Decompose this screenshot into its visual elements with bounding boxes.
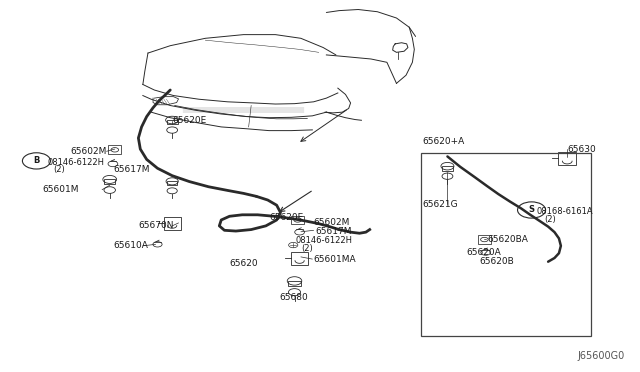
- Bar: [108, 145, 122, 154]
- Text: (2): (2): [54, 165, 65, 174]
- Text: 65620B: 65620B: [479, 257, 514, 266]
- Bar: [442, 166, 453, 171]
- Text: 65620: 65620: [230, 259, 258, 268]
- Text: 08146-6122H: 08146-6122H: [296, 236, 353, 245]
- Text: 65617M: 65617M: [316, 227, 352, 235]
- Bar: [558, 152, 577, 165]
- Text: 65620E: 65620E: [269, 213, 303, 222]
- Text: 65610A: 65610A: [113, 241, 148, 250]
- Text: 65601M: 65601M: [43, 185, 79, 194]
- Text: 65620E: 65620E: [172, 116, 207, 125]
- Text: (2): (2): [544, 215, 556, 224]
- Text: 65601MA: 65601MA: [314, 255, 356, 264]
- Bar: [478, 235, 491, 244]
- Text: 65620+A: 65620+A: [422, 137, 464, 146]
- Bar: [164, 217, 180, 230]
- Text: S: S: [529, 205, 534, 215]
- Bar: [167, 120, 177, 124]
- Text: 08168-6161A: 08168-6161A: [537, 207, 593, 217]
- Bar: [420, 153, 591, 336]
- Text: 65602M: 65602M: [314, 218, 350, 227]
- Text: 08146-6122H: 08146-6122H: [47, 157, 104, 167]
- Bar: [289, 281, 301, 286]
- Text: J65600G0: J65600G0: [577, 352, 625, 361]
- Text: 65620A: 65620A: [467, 248, 501, 257]
- Text: 65621G: 65621G: [422, 200, 458, 209]
- Text: 65617M: 65617M: [113, 165, 149, 174]
- Text: (2): (2): [301, 244, 312, 253]
- Text: B: B: [33, 156, 40, 166]
- Text: 65630: 65630: [567, 145, 596, 154]
- Text: 65670N: 65670N: [138, 221, 174, 230]
- Bar: [167, 181, 177, 186]
- Bar: [291, 252, 308, 264]
- Text: 65680: 65680: [280, 293, 308, 302]
- Text: 65602M: 65602M: [70, 147, 107, 156]
- Text: 65620BA: 65620BA: [487, 235, 528, 244]
- Bar: [104, 179, 115, 184]
- Bar: [291, 216, 304, 224]
